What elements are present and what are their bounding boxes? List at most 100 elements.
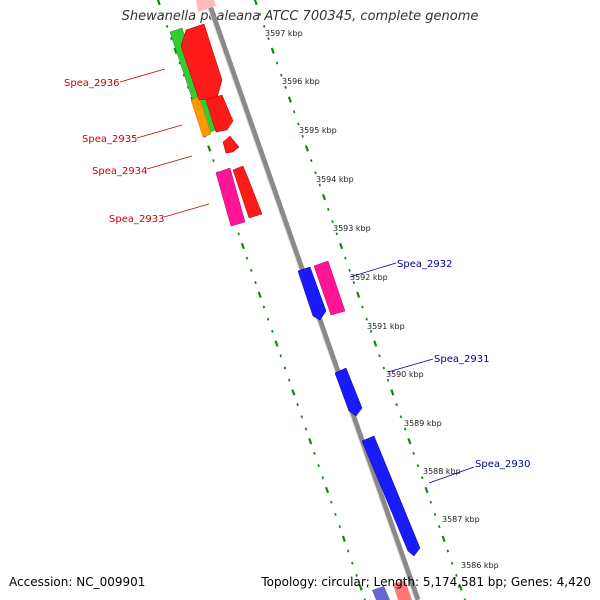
label-leader <box>349 262 397 278</box>
label-leader <box>428 466 475 484</box>
track-tick <box>338 525 341 529</box>
track-tick <box>446 549 450 553</box>
track-tick <box>458 584 463 591</box>
gene-label-spea-2934[interactable]: Spea_2934 <box>92 166 147 177</box>
gene-spea-2930[interactable] <box>361 435 421 557</box>
track-tick <box>212 159 215 163</box>
track-tick <box>356 291 361 298</box>
gene-label-spea-2933[interactable]: Spea_2933 <box>109 214 164 225</box>
gene-spea-2935[interactable] <box>205 94 234 133</box>
track-tick <box>325 486 330 494</box>
track-tick <box>339 242 344 250</box>
track-tick <box>207 145 212 152</box>
gene-spea-2933[interactable] <box>232 165 263 219</box>
tick-label: 3596 kbp <box>282 77 320 86</box>
track-tick <box>240 242 245 250</box>
track-tick <box>161 12 165 16</box>
genome-summary: Topology: circular; Length: 5,174,581 bp… <box>261 575 591 589</box>
track-tick <box>424 486 429 494</box>
reverse-gene-labels: Spea_2932 Spea_2931 Spea_2930 <box>349 259 530 484</box>
gene-spea-2933-pink[interactable] <box>215 167 246 227</box>
track-tick <box>373 340 378 347</box>
track-tick <box>301 134 304 138</box>
track-tick <box>351 561 354 565</box>
track-tick <box>296 403 299 407</box>
track-tick <box>378 354 381 358</box>
track-tick <box>331 220 334 224</box>
track-tick <box>257 291 262 298</box>
gene-label-spea-2932[interactable]: Spea_2932 <box>397 259 452 270</box>
track-tick <box>156 0 161 6</box>
track-tick <box>441 535 446 542</box>
track-tick <box>355 573 358 577</box>
track-tick <box>186 85 190 89</box>
track-tick <box>329 500 333 504</box>
gene-spea-2936[interactable] <box>180 23 223 101</box>
tick-label: 3594 kbp <box>316 175 354 184</box>
track-tick <box>358 584 363 591</box>
gene-spea-2931[interactable] <box>334 367 363 417</box>
track-tick <box>386 378 390 382</box>
gene-label-spea-2936[interactable]: Spea_2936 <box>64 78 119 89</box>
tick-label: 3586 kbp <box>461 561 499 570</box>
ghost-feature <box>196 0 216 12</box>
track-tick <box>433 512 437 516</box>
track-tick <box>291 389 296 396</box>
track-tick <box>297 122 300 126</box>
track-tick <box>258 12 262 16</box>
track-tick <box>275 61 279 65</box>
label-leader <box>387 358 434 373</box>
tick-label: 3592 kbp <box>350 273 388 282</box>
gene-label-spea-2930[interactable]: Spea_2930 <box>475 459 530 470</box>
track-tick <box>352 281 356 285</box>
track-tick <box>300 415 304 419</box>
track-tick <box>455 573 458 577</box>
track-tick <box>170 37 173 41</box>
track-tick <box>321 476 325 480</box>
track-tick <box>327 207 330 211</box>
track-tick <box>182 73 186 77</box>
track-tick <box>245 256 249 260</box>
track-tick <box>308 438 313 445</box>
track-tick <box>390 389 395 396</box>
track-tick <box>399 415 403 419</box>
track-tick <box>280 73 283 77</box>
track-tick <box>420 476 424 480</box>
track-tick <box>395 403 398 407</box>
track-tick <box>416 464 420 468</box>
track-tick <box>250 268 253 272</box>
track-tick <box>165 24 169 28</box>
tick-track-outer <box>253 0 466 600</box>
track-tick <box>438 525 441 529</box>
track-tick <box>344 256 347 260</box>
label-leader <box>119 68 166 83</box>
gene-label-spea-2935[interactable]: Spea_2935 <box>82 134 137 145</box>
forward-strand-features <box>169 0 263 227</box>
orange-feature-bar <box>190 96 212 138</box>
label-leader <box>163 203 210 218</box>
gene-spea-2932[interactable] <box>297 266 327 321</box>
track-tick <box>270 47 275 54</box>
gene-spea-2934-small[interactable] <box>222 135 240 154</box>
track-tick <box>262 305 266 309</box>
track-tick <box>292 110 296 114</box>
track-tick <box>382 366 386 370</box>
track-tick <box>334 512 337 516</box>
track-tick <box>284 85 287 89</box>
gene-spea-2932-pink[interactable] <box>313 260 346 316</box>
track-tick <box>283 366 287 370</box>
bottom-feature-red <box>393 580 412 600</box>
track-tick <box>266 317 270 321</box>
track-tick <box>178 61 181 65</box>
track-tick <box>287 96 292 103</box>
track-tick <box>365 317 368 321</box>
track-tick <box>403 427 407 431</box>
gene-label-spea-2931[interactable]: Spea_2931 <box>434 354 489 365</box>
track-tick <box>407 438 412 445</box>
track-tick <box>321 194 327 201</box>
track-tick <box>253 0 258 6</box>
track-tick <box>309 159 313 163</box>
tick-label: 3588 kbp <box>423 467 461 476</box>
track-tick <box>346 549 350 553</box>
track-tick <box>450 561 454 565</box>
